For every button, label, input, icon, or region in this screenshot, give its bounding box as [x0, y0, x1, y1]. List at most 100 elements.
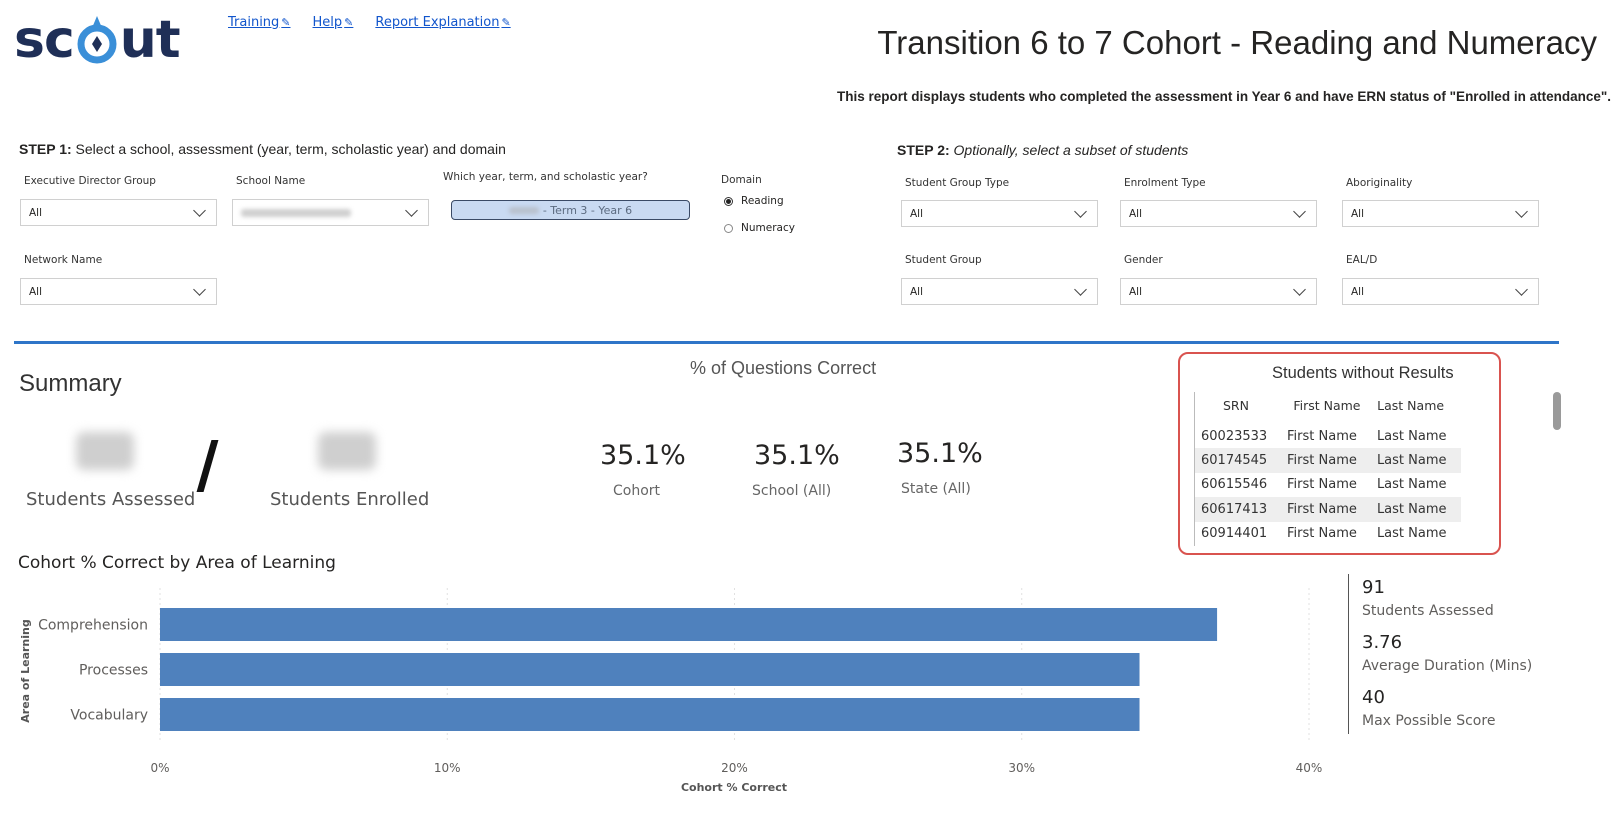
- pct-school-label: School (All): [752, 483, 832, 499]
- logo-text-sc: sc: [14, 10, 75, 70]
- chevron-down-icon: [1074, 204, 1087, 218]
- x-axis-title: Cohort % Correct: [681, 781, 787, 794]
- kpi-divider: [1348, 574, 1349, 734]
- column-header-srn[interactable]: SRN: [1223, 397, 1249, 413]
- training-link[interactable]: Training ✎: [228, 15, 291, 30]
- school-name-dropdown[interactable]: [232, 199, 429, 226]
- section-divider: [14, 341, 1559, 344]
- chevron-down-icon: [1515, 282, 1528, 296]
- exec-director-dropdown[interactable]: All: [20, 199, 217, 226]
- pct-correct-title: % of Questions Correct: [690, 358, 877, 378]
- domain-option-numeracy[interactable]: Numeracy: [724, 222, 795, 234]
- chevron-down-icon: [1074, 282, 1087, 296]
- page-title: Transition 6 to 7 Cohort - Reading and N…: [877, 24, 1597, 61]
- step2-heading: STEP 2: Optionally, select a subset of s…: [897, 142, 1189, 158]
- pct-cohort-label: Cohort: [613, 483, 661, 499]
- y-category-label: Comprehension: [38, 618, 148, 634]
- kpi-max-score-label: Max Possible Score: [1362, 713, 1496, 729]
- student-group-dropdown[interactable]: All: [901, 278, 1098, 305]
- enrolment-type-label: Enrolment Type: [1124, 177, 1206, 189]
- exec-director-label: Executive Director Group: [24, 175, 156, 187]
- x-tick-label: 30%: [1008, 761, 1035, 775]
- student-group-label: Student Group: [905, 254, 982, 266]
- radio-unselected-icon: [724, 223, 733, 233]
- column-header-last-name[interactable]: Last Name: [1377, 397, 1445, 413]
- chevron-down-icon: [1515, 204, 1528, 218]
- table-row[interactable]: 60914401 First Name Last Name: [1201, 526, 1447, 542]
- top-links: Training ✎ Help ✎ Report Explanation ✎: [228, 15, 511, 30]
- pencil-icon: ✎: [501, 16, 511, 29]
- school-name-label: School Name: [236, 175, 306, 187]
- x-tick-label: 40%: [1296, 761, 1323, 775]
- chevron-down-icon: [405, 203, 418, 217]
- y-axis-title: Area of Learning: [19, 619, 32, 722]
- network-name-label: Network Name: [24, 254, 103, 266]
- pencil-icon: ✎: [281, 16, 291, 29]
- chevron-down-icon: [1293, 282, 1306, 296]
- x-tick-label: 20%: [721, 761, 748, 775]
- kpi-average-duration-label: Average Duration (Mins): [1362, 658, 1533, 674]
- column-header-first-name[interactable]: First Name: [1293, 397, 1361, 413]
- radio-selected-icon: [724, 196, 733, 206]
- bar-processes: [160, 653, 1140, 686]
- table-row[interactable]: 60023533 First Name Last Name: [1201, 428, 1447, 444]
- pct-state-label: State (All): [901, 481, 971, 497]
- page-scrollbar-thumb[interactable]: [1553, 392, 1561, 430]
- students-without-results-panel: Students without Results SRN First Name …: [1178, 352, 1501, 555]
- kpi-students-assessed-label: Students Assessed: [1362, 603, 1494, 619]
- eald-dropdown[interactable]: All: [1342, 278, 1539, 305]
- bar-comprehension: [160, 608, 1218, 641]
- students-without-results-table: SRN First Name Last Name 60023533 First …: [1194, 392, 1461, 546]
- chevron-down-icon: [193, 282, 206, 296]
- compass-icon: [77, 16, 117, 64]
- network-name-dropdown[interactable]: All: [20, 278, 217, 305]
- kpi-students-assessed-value: 91: [1362, 577, 1385, 598]
- bar-vocabulary: [160, 698, 1140, 731]
- y-category-label: Vocabulary: [70, 708, 148, 724]
- table-header: SRN First Name Last Name: [1195, 392, 1461, 418]
- redacted-school-name: [241, 208, 351, 217]
- students-without-results-title: Students without Results: [1272, 364, 1454, 382]
- students-assessed-count-redacted: [76, 432, 134, 470]
- eald-label: EAL/D: [1346, 254, 1378, 266]
- x-tick-label: 0%: [150, 761, 169, 775]
- student-group-type-dropdown[interactable]: All: [901, 200, 1098, 227]
- redacted-year: [508, 206, 539, 214]
- slash-separator: [196, 440, 219, 492]
- gender-dropdown[interactable]: All: [1120, 278, 1317, 305]
- pct-state-value: 35.1%: [897, 438, 983, 469]
- chart-title: Cohort % Correct by Area of Learning: [18, 553, 336, 573]
- domain-label: Domain: [721, 174, 762, 186]
- student-group-type-label: Student Group Type: [905, 177, 1010, 189]
- aboriginality-dropdown[interactable]: All: [1342, 200, 1539, 227]
- area-of-learning-bar-chart: 0% 10% 20% 30% 40% Comprehension Processes Voca…: [19, 588, 1323, 794]
- students-assessed-label: Students Assessed: [26, 489, 196, 510]
- summary-title: Summary: [19, 370, 122, 397]
- pct-cohort-value: 35.1%: [600, 440, 686, 471]
- students-enrolled-count-redacted: [318, 432, 376, 470]
- table-row[interactable]: 60615546 First Name Last Name: [1201, 477, 1447, 493]
- help-link[interactable]: Help ✎: [312, 15, 354, 30]
- logo-text-ut: ut: [119, 10, 181, 70]
- domain-option-reading[interactable]: Reading: [724, 195, 784, 207]
- pencil-icon: ✎: [344, 16, 354, 29]
- report-explanation-link[interactable]: Report Explanation ✎: [375, 15, 511, 30]
- y-category-label: Processes: [79, 663, 148, 679]
- step1-heading: STEP 1: Select a school, assessment (yea…: [19, 141, 506, 157]
- enrolment-type-dropdown[interactable]: All: [1120, 200, 1317, 227]
- aboriginality-label: Aboriginality: [1346, 177, 1413, 189]
- chevron-down-icon: [193, 203, 206, 217]
- x-tick-label: 10%: [434, 761, 461, 775]
- pct-school-value: 35.1%: [754, 440, 840, 471]
- page-description: This report displays students who comple…: [836, 89, 1611, 104]
- students-enrolled-label: Students Enrolled: [270, 489, 430, 510]
- kpi-max-score-value: 40: [1362, 687, 1385, 708]
- assessment-label: Which year, term, and scholastic year?: [443, 171, 648, 183]
- table-row[interactable]: 60617413 First Name Last Name: [1195, 497, 1461, 522]
- scout-logo: sc ut: [14, 10, 181, 70]
- gender-label: Gender: [1124, 254, 1163, 266]
- chevron-down-icon: [1293, 204, 1306, 218]
- assessment-selector[interactable]: - Term 3 - Year 6: [451, 200, 690, 220]
- kpi-average-duration-value: 3.76: [1362, 632, 1403, 653]
- table-row[interactable]: 60174545 First Name Last Name: [1195, 448, 1461, 473]
